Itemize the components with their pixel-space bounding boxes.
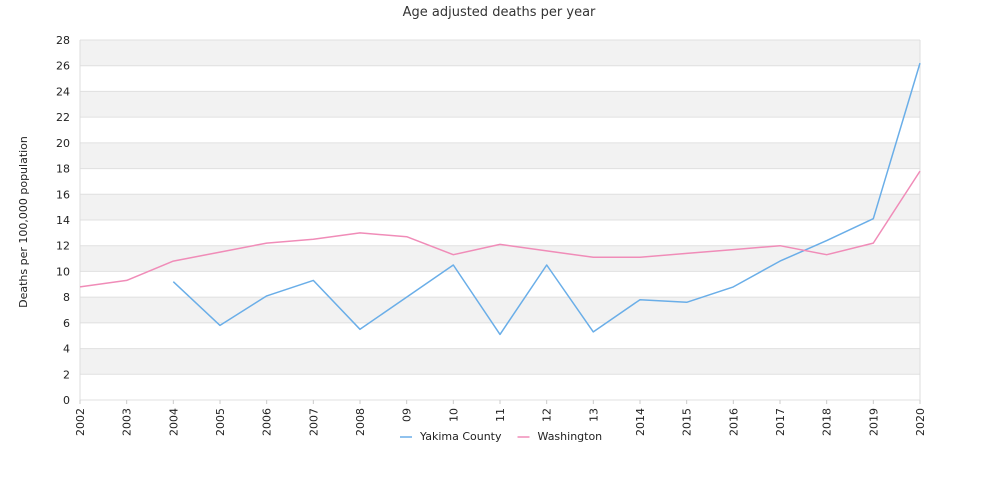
gridlines <box>79 39 921 401</box>
x-tick-label: 2016 <box>727 408 740 436</box>
y-axis-title: Deaths per 100,000 population <box>17 136 30 308</box>
grid-band <box>80 374 920 400</box>
legend-item[interactable]: Washington <box>517 430 603 443</box>
y-tick-label: 4 <box>63 343 70 356</box>
grid-band <box>80 194 920 220</box>
series-line-1 <box>79 170 921 288</box>
grid-band <box>80 65 920 92</box>
x-tick-label: 12 <box>541 408 554 422</box>
y-tick-label: 6 <box>63 317 70 330</box>
x-tick-label: 2014 <box>634 408 647 436</box>
x-tick-label: 2020 <box>914 408 927 436</box>
x-tick-label: 2008 <box>354 408 367 436</box>
x-tick-label: 2003 <box>121 408 134 436</box>
y-tick-label: 18 <box>56 163 70 176</box>
x-tick-label: 2004 <box>167 408 180 436</box>
x-tick-label: 2015 <box>681 408 694 436</box>
y-tick-label: 0 <box>63 394 70 407</box>
x-tick-label: 2005 <box>214 408 227 436</box>
y-tick-label: 12 <box>56 240 70 253</box>
grid-band <box>80 91 920 118</box>
grid-band <box>80 168 920 195</box>
series-line-0 <box>172 62 921 336</box>
grid-band <box>80 348 920 375</box>
grid-band <box>80 322 920 349</box>
x-tick-label: 09 <box>401 408 414 422</box>
grid-band <box>80 245 920 272</box>
x-tick-label: 2006 <box>261 408 274 436</box>
series-lines <box>79 62 921 336</box>
y-tick-label: 10 <box>56 265 70 278</box>
grid-band <box>80 220 920 246</box>
y-tick-label: 28 <box>56 34 70 47</box>
legend: Yakima County Washington <box>400 430 602 443</box>
y-tick-label: 24 <box>56 85 70 98</box>
x-tick-label: 2019 <box>867 408 880 436</box>
grid-band <box>80 271 920 298</box>
chart-title: Age adjusted deaths per year <box>403 5 596 20</box>
x-tick-label: 11 <box>494 408 507 422</box>
x-tick-label: 2017 <box>774 408 787 436</box>
x-tick-label: 2018 <box>821 408 834 436</box>
y-tick-label: 26 <box>56 60 70 73</box>
x-tick-label: 2002 <box>74 408 87 436</box>
grid-band <box>80 40 920 66</box>
y-tick-label: 22 <box>56 111 70 124</box>
grid-band <box>80 142 920 169</box>
x-tick-label: 13 <box>587 408 600 422</box>
background-bands <box>80 40 920 400</box>
x-tick-label: 2007 <box>307 408 320 436</box>
y-tick-label: 8 <box>63 291 70 304</box>
x-tick-label: 10 <box>447 408 460 422</box>
legend-label: Washington <box>538 430 603 443</box>
legend-label: Yakima County <box>419 430 502 443</box>
x-axis-ticks: 2002 2003 2004 2005 2006 2007 2008 09 10 11 12 13 20… <box>74 400 927 436</box>
y-tick-label: 20 <box>56 137 70 150</box>
grid-band <box>80 117 920 143</box>
grid-band <box>80 297 920 323</box>
legend-item[interactable]: Yakima County <box>400 430 502 443</box>
y-tick-label: 14 <box>56 214 70 227</box>
y-tick-label: 2 <box>63 368 70 381</box>
y-tick-label: 16 <box>56 188 70 201</box>
